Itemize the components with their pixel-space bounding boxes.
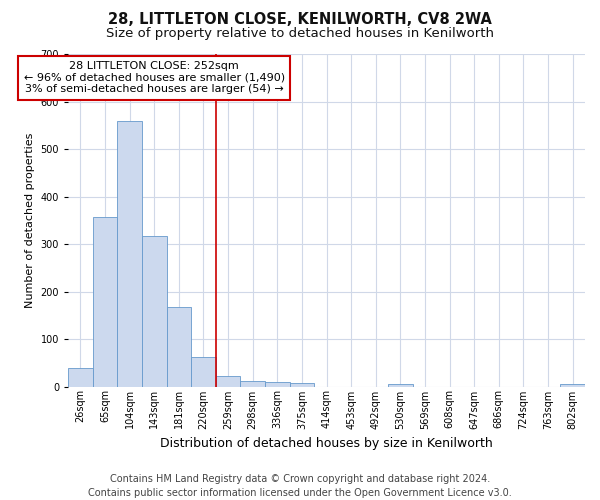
Bar — [388, 384, 413, 386]
Y-axis label: Number of detached properties: Number of detached properties — [25, 132, 35, 308]
Bar — [92, 217, 117, 386]
Bar — [142, 236, 167, 386]
Text: 28, LITTLETON CLOSE, KENILWORTH, CV8 2WA: 28, LITTLETON CLOSE, KENILWORTH, CV8 2WA — [108, 12, 492, 28]
Bar — [68, 368, 92, 386]
Bar — [290, 383, 314, 386]
Text: 28 LITTLETON CLOSE: 252sqm
← 96% of detached houses are smaller (1,490)
3% of se: 28 LITTLETON CLOSE: 252sqm ← 96% of deta… — [23, 61, 285, 94]
Bar — [191, 357, 216, 386]
Bar — [560, 384, 585, 386]
Text: Size of property relative to detached houses in Kenilworth: Size of property relative to detached ho… — [106, 28, 494, 40]
Bar — [241, 381, 265, 386]
Bar — [265, 382, 290, 386]
X-axis label: Distribution of detached houses by size in Kenilworth: Distribution of detached houses by size … — [160, 437, 493, 450]
Bar — [117, 120, 142, 386]
Bar — [167, 306, 191, 386]
Bar — [216, 376, 241, 386]
Text: Contains HM Land Registry data © Crown copyright and database right 2024.
Contai: Contains HM Land Registry data © Crown c… — [88, 474, 512, 498]
